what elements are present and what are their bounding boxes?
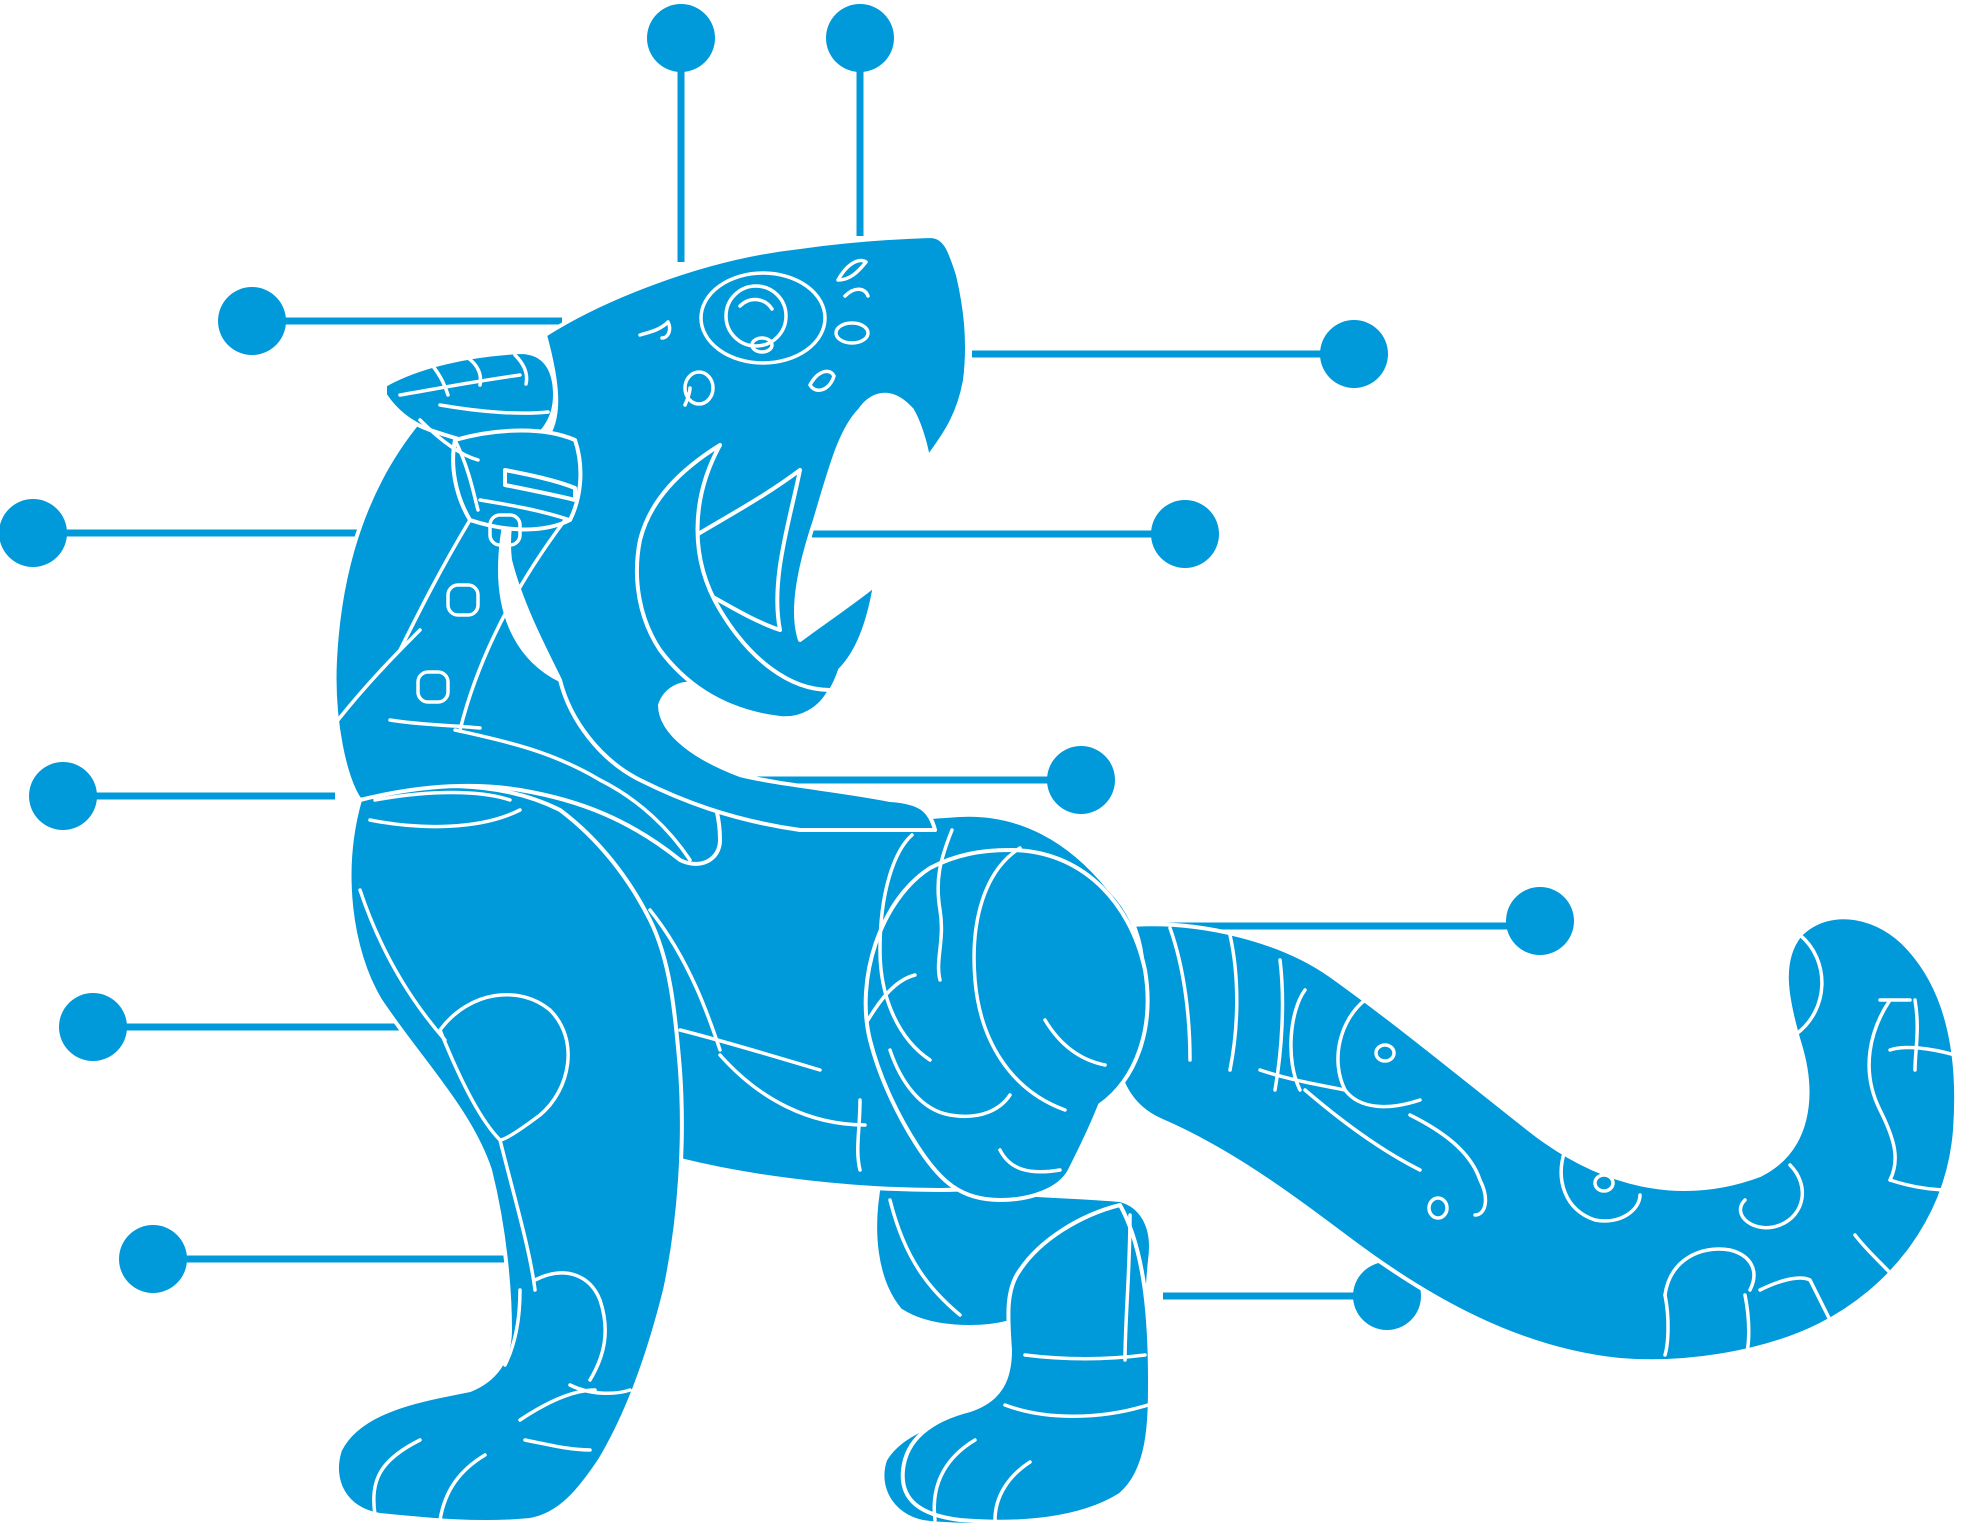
head-spot xyxy=(638,320,672,340)
body-line xyxy=(1043,1018,1107,1067)
tail-segment xyxy=(1867,998,1897,1182)
collar-segment xyxy=(503,468,577,502)
head-spot xyxy=(834,321,870,345)
callout-head-top-left[interactable] xyxy=(647,4,715,262)
head-spot xyxy=(843,287,870,298)
head-spot xyxy=(683,370,715,406)
neck-band xyxy=(453,438,480,512)
neck-band xyxy=(336,628,422,722)
body-line xyxy=(866,973,917,1022)
shoulder-patch xyxy=(438,992,570,1142)
neck-band xyxy=(458,518,567,732)
tail-segment xyxy=(1258,1068,1347,1092)
callout-hind-leg[interactable] xyxy=(1163,1262,1421,1330)
neck-band xyxy=(398,518,472,652)
callout-tongue[interactable] xyxy=(812,500,1219,568)
tail-segment xyxy=(1168,926,1192,1062)
tail-segment xyxy=(1663,1293,1670,1357)
paw-toe xyxy=(993,1460,1032,1522)
hind-band xyxy=(1023,1353,1147,1361)
neck-spot xyxy=(416,670,450,704)
callout-shoulder[interactable] xyxy=(59,993,420,1061)
callout-upper-jaw[interactable] xyxy=(972,320,1388,388)
body-line xyxy=(888,1048,1012,1118)
tail-segment xyxy=(1853,1233,1907,1292)
callout-front-leg[interactable] xyxy=(119,1225,506,1293)
hind-band xyxy=(888,1198,962,1317)
paw-toe xyxy=(438,1453,487,1522)
tail-segment xyxy=(1743,1293,1751,1362)
paw-toe xyxy=(372,1438,422,1517)
eye xyxy=(699,271,827,365)
body-line xyxy=(998,1148,1062,1174)
leg-band xyxy=(533,1271,607,1382)
tail-segment xyxy=(1913,998,1919,1072)
callout-head-top-right[interactable] xyxy=(826,4,894,236)
chest-line xyxy=(358,888,447,1042)
neck-spot xyxy=(446,583,480,617)
neck-band xyxy=(388,718,482,730)
tail-segment xyxy=(1888,1178,1952,1192)
head-spot xyxy=(836,258,868,282)
ear-fold xyxy=(398,373,522,397)
leg-band xyxy=(498,1138,537,1292)
tail-segment xyxy=(1793,933,1824,1037)
tail-segment xyxy=(1336,998,1422,1109)
tail-segment xyxy=(1303,1088,1422,1172)
head-spot xyxy=(808,369,836,392)
ear-fold xyxy=(430,363,450,397)
tail-segment xyxy=(1408,1113,1488,1217)
tail-segment xyxy=(1758,1276,1842,1342)
neck-band xyxy=(478,498,572,522)
leg-band xyxy=(503,1288,522,1367)
hind-band xyxy=(1123,1213,1132,1362)
body-line xyxy=(878,833,932,1062)
leg-band xyxy=(523,1438,592,1452)
ear-fold xyxy=(438,403,550,415)
body-line xyxy=(718,1053,867,1127)
tail-spot xyxy=(1427,1196,1449,1220)
tail-spot xyxy=(1374,1043,1396,1063)
body-line xyxy=(972,846,1067,1112)
chest-line xyxy=(453,728,692,862)
lower-hind-leg xyxy=(900,1203,1152,1524)
head-spot xyxy=(683,386,692,407)
leg-band xyxy=(518,1388,597,1422)
callout-tail-base[interactable] xyxy=(1164,887,1574,955)
front-leg xyxy=(334,784,684,1525)
body-line xyxy=(678,1028,822,1072)
neck-band xyxy=(418,418,480,462)
ear-fold xyxy=(466,356,483,387)
body-line xyxy=(936,828,954,982)
neck-spot xyxy=(488,513,522,547)
paw-toe xyxy=(932,1438,977,1522)
ear-fold xyxy=(513,353,529,386)
tail-segment xyxy=(1228,933,1239,1072)
chest-line xyxy=(373,790,512,802)
tail-segment xyxy=(1559,1148,1642,1223)
chest-line xyxy=(368,808,522,829)
lower-jaw xyxy=(634,443,832,721)
callout-neck[interactable] xyxy=(0,499,368,567)
tail-segment xyxy=(1663,1247,1756,1297)
hind-band xyxy=(1003,1403,1150,1418)
callout-ear[interactable] xyxy=(218,287,562,355)
tail-spot xyxy=(1593,1173,1615,1193)
tail-segment xyxy=(1888,1045,1957,1057)
callout-chest[interactable] xyxy=(29,762,335,830)
leg-band xyxy=(568,1383,632,1396)
body-line xyxy=(856,1098,862,1172)
tail-segment xyxy=(1738,1163,1805,1230)
